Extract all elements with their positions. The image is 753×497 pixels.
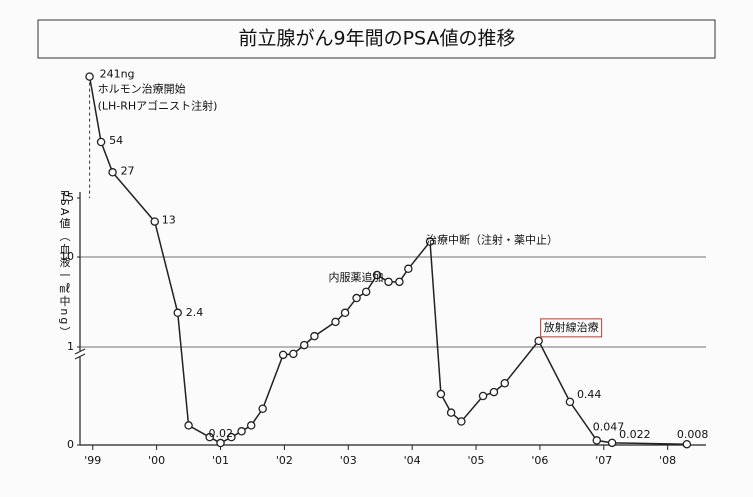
y-tick-label: 15 — [60, 191, 74, 204]
annotation: 放射線治療 — [544, 320, 599, 334]
axis-break-gap — [75, 351, 85, 357]
y-tick-label: 0 — [67, 438, 74, 451]
data-point — [96, 137, 106, 147]
data-point — [592, 436, 602, 445]
data-point — [565, 397, 575, 407]
annotation: 内服薬追加 — [329, 270, 384, 284]
data-point — [331, 317, 340, 327]
data-point — [108, 168, 117, 177]
data-point — [216, 438, 225, 448]
data-label: 13 — [162, 214, 176, 227]
x-tick-label: '08 — [659, 454, 676, 467]
x-tick-label: '05 — [468, 454, 485, 467]
x-tick-label: '01 — [212, 454, 229, 467]
data-point — [205, 432, 214, 442]
title-box — [37, 19, 716, 59]
data-label: 241ng — [100, 68, 135, 81]
data-point — [340, 308, 350, 318]
data-label: 0.008 — [677, 428, 709, 441]
data-point — [361, 287, 371, 297]
x-tick-label: '00 — [148, 454, 165, 467]
x-tick-label: '06 — [531, 454, 548, 467]
data-point — [607, 438, 617, 448]
x-tick-label: '02 — [276, 454, 293, 467]
annotation: ホルモン治療開始 — [98, 82, 186, 96]
data-point — [500, 379, 510, 388]
annotation: 治療中断（注射・薬中止） — [426, 233, 558, 247]
data-point — [237, 427, 246, 436]
y-axis-title: PSA値（血液一㎖中ng） — [58, 190, 71, 339]
data-point — [173, 308, 182, 318]
data-point — [299, 340, 309, 350]
data-label: 0.44 — [577, 388, 602, 401]
data-point — [425, 237, 435, 246]
y-tick-label: 1 — [67, 340, 74, 353]
data-label: 27 — [121, 164, 135, 177]
x-tick-label: '07 — [595, 454, 612, 467]
data-point — [478, 391, 488, 401]
annotation-box — [540, 318, 603, 338]
data-point — [436, 389, 446, 399]
data-point — [246, 421, 256, 430]
data-point — [184, 421, 193, 430]
chart-title: 前立腺がん9年間のPSA値の推移 — [239, 28, 516, 50]
x-tick-label: '03 — [340, 454, 357, 467]
x-tick-label: '99 — [84, 454, 101, 467]
x-tick-label: '04 — [404, 454, 421, 467]
data-point — [384, 277, 393, 287]
data-point — [310, 331, 319, 341]
data-point — [372, 270, 382, 280]
data-point — [534, 336, 543, 346]
data-point — [227, 432, 236, 442]
data-point — [289, 349, 298, 359]
data-label: 0.047 — [593, 420, 625, 433]
axis-break — [74, 353, 86, 360]
data-point — [352, 293, 361, 303]
data-label: 0.02 — [209, 427, 234, 440]
axis-break — [74, 348, 86, 355]
data-point — [446, 408, 456, 417]
data-point — [278, 350, 288, 360]
data-label: 2.4 — [186, 306, 204, 319]
data-point — [150, 217, 159, 226]
y-tick-label: 10 — [60, 250, 74, 263]
data-point — [404, 264, 413, 274]
data-point — [489, 387, 499, 397]
data-point — [682, 439, 692, 449]
data-point — [395, 277, 404, 287]
data-point — [85, 72, 94, 81]
data-point — [457, 417, 466, 426]
data-point — [258, 404, 267, 413]
data-label: 0.022 — [619, 428, 651, 441]
data-label: 54 — [109, 134, 123, 147]
annotation: (LH-RHアゴニスト注射) — [98, 99, 218, 113]
